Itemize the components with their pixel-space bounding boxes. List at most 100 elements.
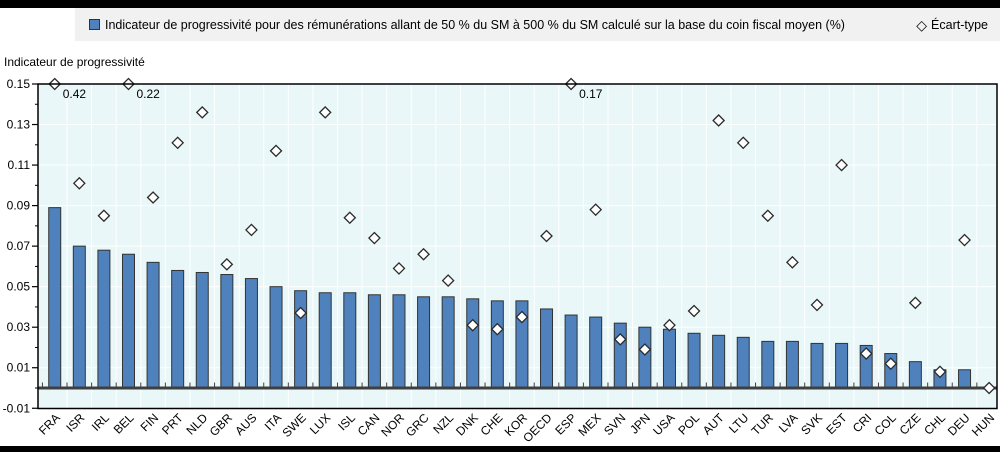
y-tick-label: 0.01 (7, 361, 31, 375)
diamond-LVA (785, 255, 799, 269)
legend-item-progressivity: Indicateur de progressivité pour des rém… (89, 18, 845, 32)
bar-series-swatch-icon (89, 19, 100, 30)
bar-POL (687, 332, 701, 389)
y-tick-label: 0.09 (7, 199, 31, 213)
diamond-EST (835, 158, 849, 172)
diamond-KOR (515, 310, 529, 324)
diamond-NOR (392, 262, 406, 275)
y-tick-label: 0.15 (7, 77, 31, 91)
y-tick-label: -0.01 (3, 401, 31, 415)
x-tick-label-NOR: NOR (378, 410, 407, 439)
bottom-border-bar (0, 446, 1000, 452)
x-tick-label-MEX: MEX (576, 411, 604, 439)
x-tick-label-CRI: CRI (850, 411, 875, 436)
x-tick-label-PRT: PRT (159, 410, 186, 437)
x-tick-label-CZE: CZE (897, 411, 924, 438)
diamond-CAN (367, 231, 381, 245)
bar-ITA (269, 286, 283, 389)
legend-label-ecart-type: Écart-type (931, 17, 988, 32)
x-tick-label-POL: POL (675, 410, 702, 437)
bar-LVA (785, 340, 799, 389)
bar-SVN (613, 322, 627, 389)
x-tick-label-LUX: LUX (307, 411, 333, 437)
x-tick-label-ISR: ISR (63, 410, 87, 434)
capped-value-label-FRA: 0.42 (63, 87, 87, 101)
diamond-SVK (810, 298, 824, 312)
diamond-AUT (712, 114, 726, 127)
diamond-POL (687, 304, 701, 318)
y-tick-label: 0.03 (7, 320, 31, 334)
x-tick-label-BEL: BEL (111, 410, 137, 436)
x-tick-label-NZL: NZL (430, 410, 456, 436)
diamond-FIN (146, 191, 160, 204)
bar-GBR (220, 274, 234, 389)
x-tick-label-ESP: ESP (552, 411, 579, 438)
bar-SWE (294, 290, 308, 389)
diamond-GBR (220, 257, 234, 271)
x-tick-label-NLD: NLD (183, 410, 210, 437)
diamond-icon: ◇ (916, 16, 928, 33)
ecart-type-series: 0.42 0.22 0.17 (48, 77, 996, 395)
bar-GRC (417, 296, 431, 389)
bar-SVK (810, 342, 824, 389)
x-tick-label-HUN: HUN (969, 411, 997, 439)
diamond-IRL (97, 209, 111, 223)
x-tick-label-EST: EST (823, 410, 850, 437)
diamond-SVN (613, 332, 627, 346)
y-tick-label: 0.13 (7, 118, 31, 132)
bar-LTU (736, 336, 750, 389)
diamond-DEU (958, 233, 971, 247)
diamond-LTU (736, 136, 750, 150)
x-tick-label-LTU: LTU (726, 411, 751, 436)
diamond-JPN (638, 343, 652, 356)
x-tick-label-IRL: IRL (89, 411, 112, 434)
top-border-bar (0, 0, 1000, 8)
x-tick-label-AUS: AUS (232, 411, 259, 438)
diamond-ISL (343, 211, 357, 225)
x-tick-label-GBR: GBR (207, 410, 236, 439)
x-tick-label-FRA: FRA (36, 411, 63, 438)
legend-label-progressivity: Indicateur de progressivité pour des rém… (105, 17, 845, 32)
x-tick-label-TUR: TUR (749, 410, 777, 438)
x-tick-label-LVA: LVA (776, 411, 801, 436)
diamond-AUS (245, 223, 258, 237)
y-axis: 0.15 0.13 0.11 0.09 0.07 0.05 0.03 0.01 -0.01 (3, 77, 38, 415)
bar-JPN (638, 326, 652, 389)
diamond-ISR (72, 176, 86, 190)
diamond-OECD (540, 229, 553, 243)
bar-NZL (441, 296, 455, 389)
x-tick-label-DNK: DNK (453, 411, 481, 439)
bar-USA (662, 328, 676, 389)
diamond-CHE (490, 322, 504, 336)
y-tick-label: 0.05 (7, 280, 31, 294)
diamond-CRI (859, 347, 873, 360)
legend-item-ecart-type: ◇ Écart-type (916, 18, 988, 32)
diamond-DNK (466, 318, 480, 332)
x-tick-label-JPN: JPN (627, 411, 653, 437)
bar-ISR (72, 245, 86, 389)
diamond-COL (884, 357, 898, 371)
legend: Indicateur de progressivité pour des rém… (75, 8, 1000, 41)
bar-NOR (392, 294, 406, 389)
diamond-HUN (982, 381, 996, 395)
diamond-CZE (908, 296, 922, 310)
bar-FIN (146, 261, 160, 389)
diamond-USA (663, 318, 676, 332)
diamond-PRT (171, 136, 185, 150)
bar-DNK (466, 298, 480, 389)
diamond-LUX (318, 105, 332, 119)
y-tick-label: 0.11 (8, 158, 31, 172)
x-tick-label-COL: COL (872, 411, 900, 439)
x-tick-label-AUT: AUT (700, 410, 727, 437)
diamond-CHL (933, 365, 947, 379)
bar-IRL (97, 249, 111, 389)
bar-BEL (121, 253, 135, 389)
x-tick-label-GRC: GRC (403, 410, 432, 439)
bar-OECD (540, 308, 554, 389)
bar-NLD (195, 271, 209, 389)
x-tick-label-CHE: CHE (478, 411, 506, 439)
bar-LUX (318, 292, 332, 389)
bar-AUS (244, 278, 258, 389)
x-boundary-ticks (41, 382, 978, 387)
